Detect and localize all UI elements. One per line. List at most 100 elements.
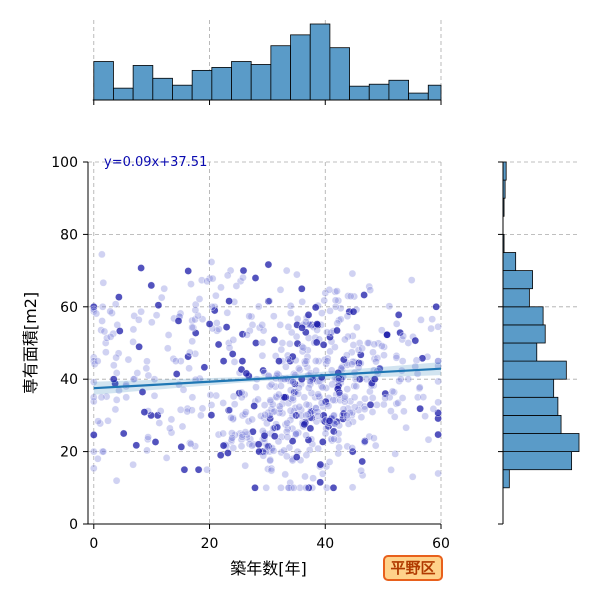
data-point — [305, 401, 313, 410]
data-point — [238, 357, 247, 365]
data-point — [349, 417, 357, 426]
data-point — [112, 353, 120, 362]
data-point — [112, 396, 121, 404]
data-point — [266, 456, 274, 465]
data-point — [289, 378, 297, 386]
data-point — [230, 400, 239, 409]
data-point — [144, 371, 153, 380]
data-point — [260, 368, 269, 377]
data-point — [358, 471, 367, 480]
data-point — [210, 306, 219, 315]
data-point — [188, 337, 196, 346]
right-hist-bar — [502, 324, 546, 344]
data-point — [306, 424, 315, 433]
data-point — [313, 320, 321, 328]
data-point — [90, 378, 98, 386]
data-point — [286, 386, 295, 395]
data-point — [219, 357, 228, 365]
data-point — [304, 384, 313, 392]
data-point — [267, 464, 276, 473]
y-tick-label: 100 — [51, 155, 78, 171]
data-point — [185, 364, 193, 373]
data-point — [275, 357, 283, 365]
data-point — [110, 361, 118, 370]
data-point — [346, 292, 355, 301]
data-point — [207, 401, 216, 409]
data-point — [301, 472, 309, 481]
data-point — [237, 442, 246, 451]
data-point — [96, 419, 104, 428]
data-point — [167, 415, 176, 424]
data-point — [324, 402, 333, 410]
data-point — [90, 431, 98, 439]
data-point — [378, 342, 386, 350]
data-point — [228, 350, 237, 358]
data-point — [299, 343, 308, 352]
data-point — [94, 454, 102, 463]
data-point — [341, 392, 349, 401]
data-point — [298, 323, 306, 332]
x-tick-label: 0 — [89, 536, 98, 552]
data-point — [302, 431, 310, 440]
data-point — [286, 416, 295, 424]
data-point — [230, 358, 239, 366]
data-point — [90, 305, 98, 314]
data-point — [356, 350, 365, 359]
data-point — [241, 428, 250, 436]
data-point — [368, 408, 377, 416]
data-point — [326, 307, 334, 315]
data-point — [391, 450, 400, 458]
data-point — [154, 301, 163, 310]
data-point — [227, 413, 235, 422]
data-point — [321, 397, 330, 406]
data-point — [229, 392, 238, 401]
data-point — [212, 391, 220, 400]
data-point — [112, 476, 121, 485]
data-point — [333, 319, 342, 328]
data-point — [294, 389, 303, 398]
data-point — [119, 429, 128, 438]
data-point — [303, 363, 312, 372]
data-point — [398, 394, 407, 402]
data-point — [394, 311, 403, 319]
data-point — [258, 338, 267, 347]
data-point — [115, 293, 123, 301]
data-point — [301, 359, 309, 368]
data-point — [92, 309, 101, 318]
data-point — [143, 435, 152, 444]
data-point — [195, 295, 204, 303]
data-point — [261, 410, 269, 419]
data-point — [385, 302, 394, 311]
data-point — [152, 311, 161, 320]
data-point — [133, 369, 142, 377]
top-hist-bar — [231, 61, 252, 101]
data-point — [370, 434, 378, 442]
data-point — [225, 343, 234, 352]
data-point — [187, 280, 195, 288]
data-point — [106, 307, 114, 316]
right-hist-bar — [502, 469, 510, 489]
data-point — [238, 430, 247, 439]
data-point — [354, 363, 363, 372]
top-hist-bar — [427, 84, 442, 101]
data-point — [398, 357, 407, 365]
data-point — [222, 323, 231, 331]
data-point — [266, 396, 275, 405]
data-point — [357, 413, 366, 422]
data-point — [363, 339, 372, 347]
data-point — [263, 442, 271, 451]
top-hist-bar — [132, 65, 154, 101]
data-point — [333, 287, 341, 295]
data-point — [219, 399, 227, 407]
data-point — [404, 339, 413, 347]
data-point — [314, 357, 323, 365]
data-point — [314, 390, 322, 399]
data-point — [419, 393, 428, 401]
data-point — [327, 435, 336, 443]
data-point — [252, 339, 260, 347]
data-point — [343, 414, 352, 422]
data-point — [326, 333, 334, 342]
data-point — [257, 412, 265, 420]
data-point — [343, 411, 351, 420]
